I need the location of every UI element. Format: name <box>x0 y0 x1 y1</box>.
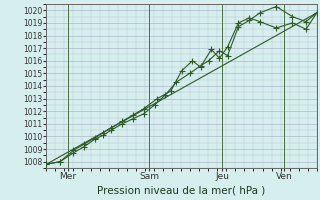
X-axis label: Pression niveau de la mer( hPa ): Pression niveau de la mer( hPa ) <box>98 185 266 195</box>
